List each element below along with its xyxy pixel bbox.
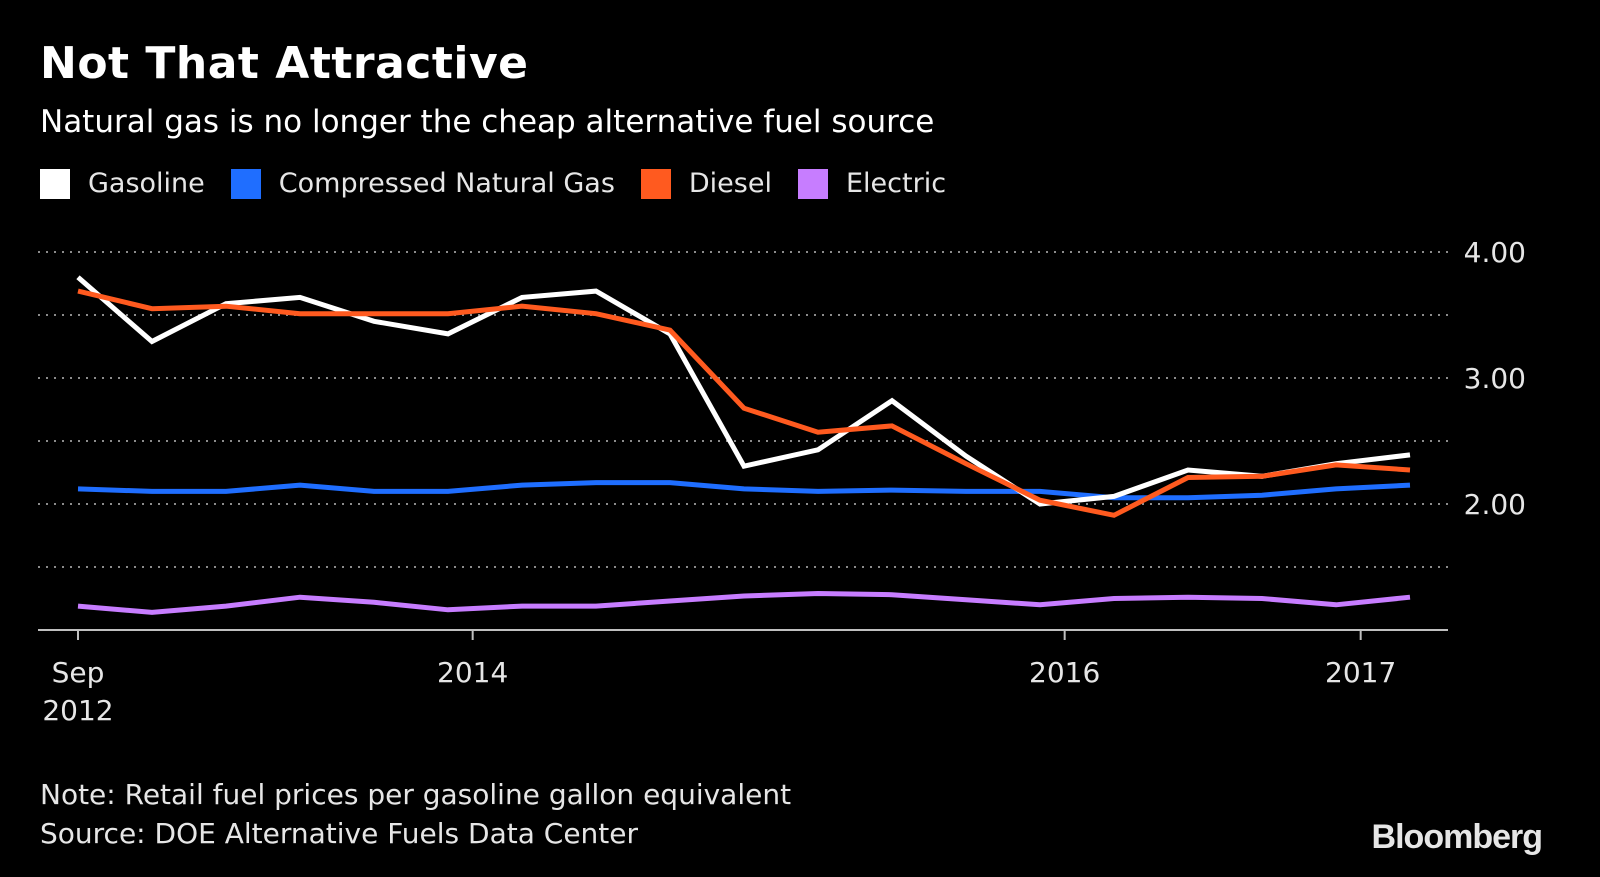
legend-label-gasoline: Gasoline — [88, 168, 205, 199]
series-line-gasoline — [76, 275, 1411, 507]
legend-label-cng: Compressed Natural Gas — [278, 168, 615, 199]
bloomberg-logo: Bloomberg — [1371, 818, 1543, 856]
x-tick-label-0: Sep — [52, 656, 105, 689]
y-tick-label-4: 2.00 — [1464, 488, 1526, 521]
legend-item-cng: Compressed Natural Gas — [230, 168, 615, 199]
x-tick-label-1: 2014 — [437, 656, 508, 689]
legend: Gasoline Compressed Natural Gas Diesel E… — [40, 168, 972, 199]
legend-label-electric: Electric — [845, 168, 947, 199]
series-line-electric — [77, 590, 1411, 615]
chart-subtitle: Natural gas is no longer the cheap alter… — [40, 104, 935, 140]
legend-swatch-cng — [230, 168, 261, 199]
x-tick-label-3: 2017 — [1325, 656, 1396, 689]
legend-item-diesel: Diesel — [640, 168, 772, 199]
footnote: Note: Retail fuel prices per gasoline ga… — [40, 778, 792, 811]
series-line-compressed-natural-gas — [77, 480, 1411, 501]
legend-swatch-electric — [797, 168, 828, 199]
y-tick-label-0: 4.00 — [1464, 236, 1526, 269]
legend-item-electric: Electric — [797, 168, 947, 199]
legend-item-gasoline: Gasoline — [40, 168, 205, 199]
series-line-diesel — [77, 288, 1411, 518]
source-note: Source: DOE Alternative Fuels Data Cente… — [40, 817, 639, 850]
chart-title: Not That Attractive — [40, 38, 529, 89]
legend-label-diesel: Diesel — [688, 168, 772, 199]
legend-swatch-diesel — [640, 168, 671, 199]
legend-swatch-gasoline — [40, 168, 70, 199]
y-tick-label-2: 3.00 — [1464, 362, 1526, 395]
x-tick-label2-0: 2012 — [42, 694, 113, 727]
x-tick-label-2: 2016 — [1029, 656, 1100, 689]
